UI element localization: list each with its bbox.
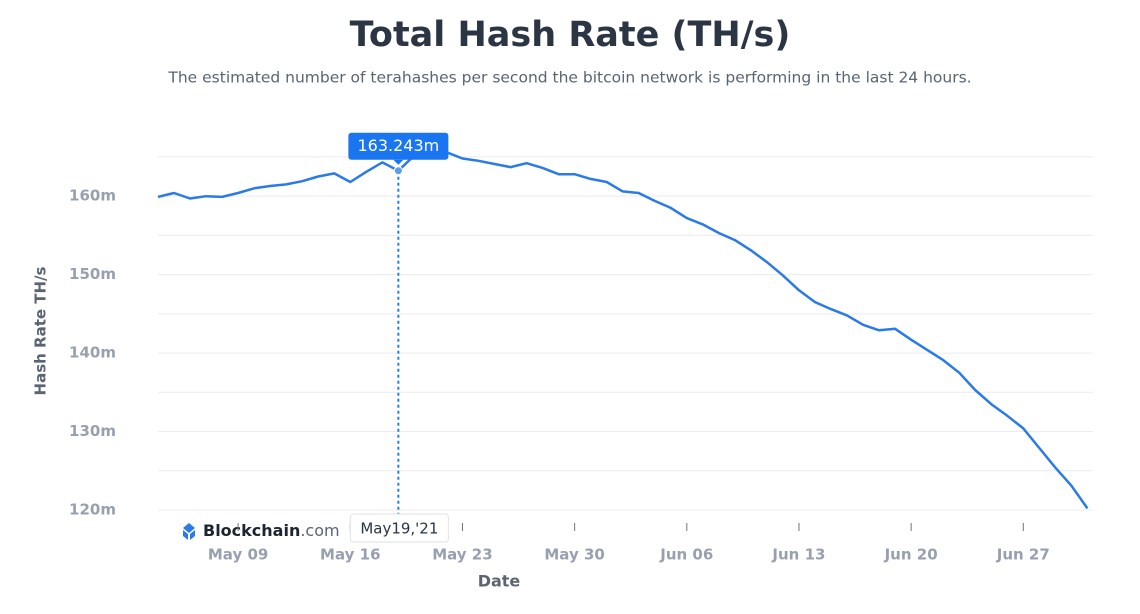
x-tick-label: May 09 (208, 546, 268, 564)
value-tooltip: 163.243m (357, 136, 439, 155)
y-tick-label: 130m (69, 422, 116, 440)
x-tick-label: Jun 13 (771, 546, 825, 564)
x-tick-label: May 30 (544, 546, 604, 564)
x-tick-label: Jun 20 (884, 546, 938, 564)
y-axis-label: Hash Rate TH/s (32, 266, 50, 395)
y-tick-label: 140m (69, 344, 116, 362)
chart-title: Total Hash Rate (TH/s) (350, 15, 791, 55)
date-tooltip-box (349, 513, 449, 543)
x-tick-label: May 23 (432, 546, 492, 564)
highlight-point (393, 166, 403, 176)
y-tick-label: 150m (69, 265, 116, 283)
brand-logo (183, 523, 195, 540)
x-axis-label: Date (478, 572, 521, 591)
brand: Blockchain.com (183, 521, 340, 540)
value-tooltip-box (348, 132, 449, 160)
x-tick-label: May 16 (320, 546, 380, 564)
y-tick-label: 160m (69, 187, 116, 205)
y-tick-label: 120m (69, 501, 116, 519)
date-tooltip: May19,'21 (360, 520, 438, 538)
chart-subtitle: The estimated number of terahashes per s… (167, 69, 971, 87)
brand-name: Blockchain.com (203, 521, 340, 540)
data-line (157, 150, 1089, 510)
x-tick-label: Jun 27 (996, 546, 1050, 564)
value-tooltip-arrow (393, 159, 404, 165)
x-tick-label: Jun 06 (659, 546, 713, 564)
